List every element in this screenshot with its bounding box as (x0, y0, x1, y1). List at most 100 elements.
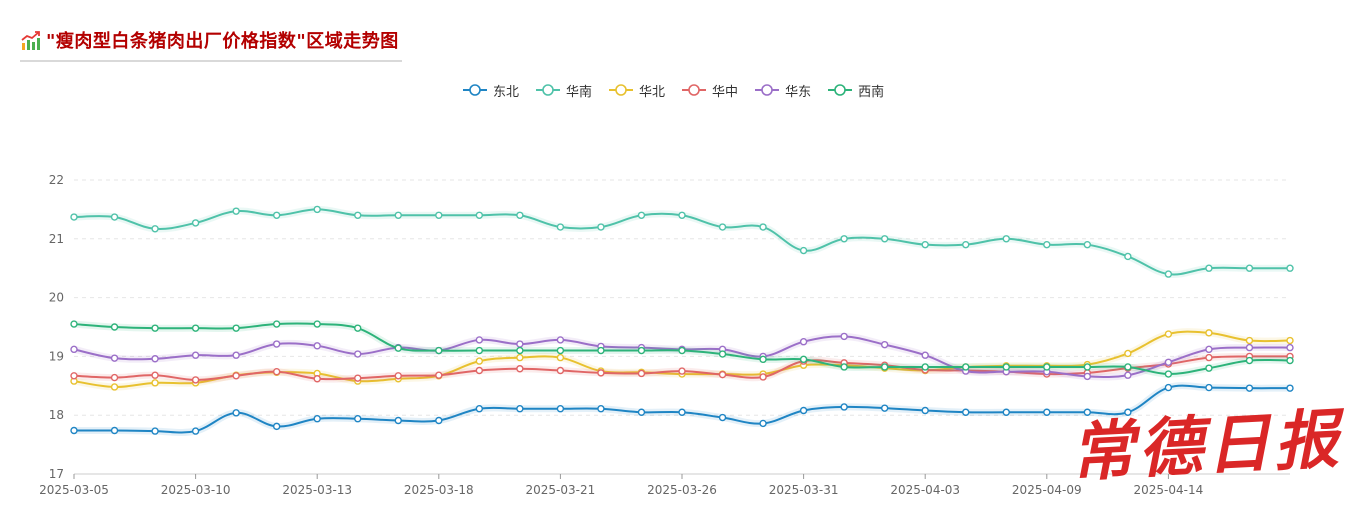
data-point[interactable] (921, 240, 929, 249)
data-point[interactable] (1002, 408, 1010, 416)
data-point[interactable] (1083, 372, 1092, 381)
data-point[interactable] (313, 375, 321, 383)
data-point[interactable] (272, 211, 281, 219)
data-point[interactable] (1245, 336, 1254, 345)
data-point[interactable] (191, 427, 200, 435)
data-point[interactable] (1083, 408, 1092, 416)
legend-item[interactable]: 东北 (462, 81, 519, 100)
data-point[interactable] (516, 346, 524, 355)
data-point[interactable] (70, 320, 78, 328)
data-point[interactable] (191, 324, 200, 332)
data-point[interactable] (70, 345, 78, 354)
data-point[interactable] (1002, 235, 1010, 243)
data-point[interactable] (151, 324, 159, 332)
data-point[interactable] (799, 338, 808, 346)
data-point[interactable] (1205, 383, 1213, 392)
data-point[interactable] (1286, 343, 1294, 352)
data-point[interactable] (799, 406, 808, 415)
data-point[interactable] (759, 373, 767, 381)
data-point[interactable] (1124, 363, 1132, 371)
data-point[interactable] (354, 374, 362, 382)
data-point[interactable] (597, 369, 605, 377)
data-point[interactable] (475, 357, 484, 365)
data-point[interactable] (110, 383, 119, 391)
legend-item[interactable]: 华南 (535, 81, 592, 100)
data-point[interactable] (759, 355, 767, 364)
data-point[interactable] (799, 246, 808, 255)
data-point[interactable] (232, 372, 240, 380)
data-point[interactable] (1245, 264, 1254, 272)
data-point[interactable] (637, 211, 646, 219)
data-point[interactable] (1205, 364, 1213, 372)
data-point[interactable] (1286, 384, 1294, 392)
data-point[interactable] (1205, 353, 1213, 362)
data-point[interactable] (1245, 343, 1254, 352)
data-point[interactable] (678, 367, 686, 375)
data-point[interactable] (110, 373, 119, 382)
data-point[interactable] (921, 363, 929, 371)
data-point[interactable] (475, 405, 484, 413)
data-point[interactable] (354, 211, 362, 219)
data-point[interactable] (1083, 363, 1092, 371)
data-point[interactable] (1164, 270, 1173, 278)
data-point[interactable] (435, 346, 443, 355)
data-point[interactable] (799, 355, 808, 364)
data-point[interactable] (232, 207, 240, 215)
data-point[interactable] (191, 376, 200, 384)
data-point[interactable] (354, 415, 362, 423)
data-point[interactable] (516, 353, 524, 362)
data-point[interactable] (678, 211, 686, 219)
data-point[interactable] (556, 223, 565, 231)
data-point[interactable] (313, 342, 321, 350)
data-point[interactable] (1286, 356, 1294, 365)
data-point[interactable] (435, 371, 443, 379)
data-point[interactable] (1205, 345, 1213, 354)
data-point[interactable] (516, 340, 524, 348)
data-point[interactable] (962, 408, 970, 416)
data-point[interactable] (110, 213, 119, 221)
data-point[interactable] (354, 350, 362, 358)
data-point[interactable] (637, 346, 646, 355)
data-point[interactable] (1124, 408, 1132, 416)
data-point[interactable] (718, 350, 727, 358)
data-point[interactable] (759, 419, 767, 428)
data-point[interactable] (151, 427, 159, 435)
data-point[interactable] (1002, 363, 1010, 371)
data-point[interactable] (272, 367, 281, 376)
data-point[interactable] (556, 353, 565, 362)
data-point[interactable] (1043, 240, 1051, 249)
data-point[interactable] (921, 351, 929, 359)
data-point[interactable] (678, 346, 686, 355)
data-point[interactable] (151, 225, 159, 233)
data-point[interactable] (1205, 264, 1213, 272)
data-point[interactable] (272, 422, 281, 431)
data-point[interactable] (70, 372, 78, 380)
data-point[interactable] (1164, 370, 1173, 378)
data-point[interactable] (718, 413, 727, 422)
data-point[interactable] (191, 219, 200, 227)
data-point[interactable] (232, 324, 240, 332)
data-point[interactable] (880, 340, 889, 349)
data-point[interactable] (597, 223, 605, 231)
data-point[interactable] (151, 371, 159, 379)
data-point[interactable] (313, 320, 321, 328)
data-point[interactable] (1124, 371, 1132, 379)
data-point[interactable] (556, 346, 565, 355)
legend-item[interactable]: 西南 (827, 81, 884, 100)
data-point[interactable] (151, 379, 159, 387)
data-point[interactable] (272, 320, 281, 328)
data-point[interactable] (880, 404, 889, 412)
data-point[interactable] (718, 370, 727, 379)
data-point[interactable] (475, 336, 484, 344)
data-point[interactable] (475, 211, 484, 219)
data-point[interactable] (313, 415, 321, 423)
data-point[interactable] (1245, 356, 1254, 365)
data-point[interactable] (354, 324, 362, 332)
legend-item[interactable]: 华东 (754, 81, 811, 100)
data-point[interactable] (880, 363, 889, 371)
data-point[interactable] (921, 406, 929, 415)
data-point[interactable] (435, 211, 443, 219)
data-point[interactable] (556, 366, 565, 375)
legend-item[interactable]: 华北 (608, 81, 665, 100)
data-point[interactable] (110, 354, 119, 362)
